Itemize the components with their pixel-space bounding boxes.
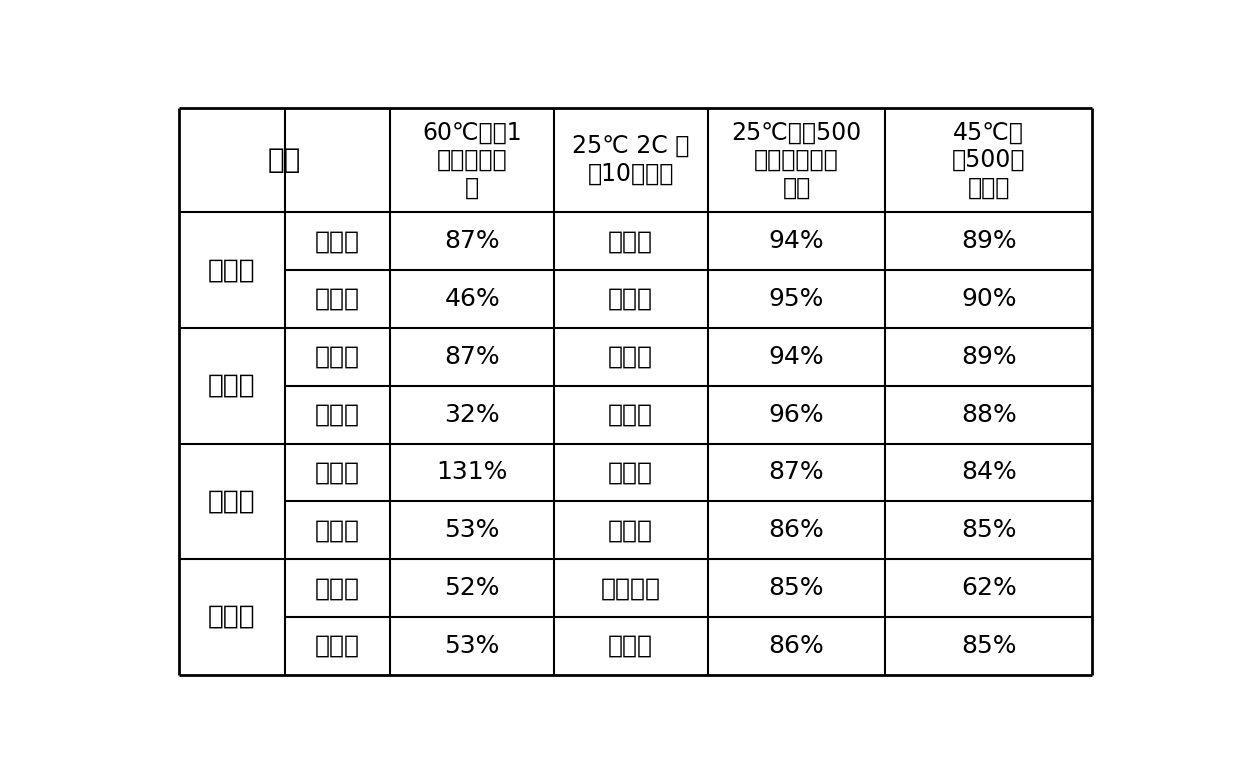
Text: 45℃循
环500圈
放电容: 45℃循 环500圈 放电容: [952, 120, 1025, 200]
Text: 空白组: 空白组: [315, 460, 360, 484]
Text: 86%: 86%: [769, 518, 825, 542]
Text: 实例三: 实例三: [208, 488, 255, 515]
Text: 实例四: 实例四: [208, 604, 255, 630]
Text: 89%: 89%: [961, 345, 1017, 369]
Text: 46%: 46%: [444, 287, 500, 311]
Text: 实验组: 实验组: [315, 403, 360, 427]
Text: 89%: 89%: [961, 229, 1017, 253]
Text: 87%: 87%: [769, 460, 825, 484]
Text: 25℃循环500
圈放电容量保
持率: 25℃循环500 圈放电容量保 持率: [732, 120, 862, 200]
Text: 84%: 84%: [961, 460, 1017, 484]
Text: 空白组: 空白组: [315, 576, 360, 600]
Text: 25℃ 2C 循
环10圈析锂: 25℃ 2C 循 环10圈析锂: [572, 134, 689, 186]
Text: 96%: 96%: [769, 403, 825, 427]
Text: 不析锂: 不析锂: [608, 460, 653, 484]
Text: 空白组: 空白组: [315, 345, 360, 369]
Text: 不析锂: 不析锂: [608, 634, 653, 658]
Text: 95%: 95%: [769, 287, 825, 311]
Text: 实例: 实例: [268, 146, 301, 174]
Text: 不析锂: 不析锂: [608, 287, 653, 311]
Text: 不析锂: 不析锂: [608, 403, 653, 427]
Text: 53%: 53%: [444, 518, 500, 542]
Text: 87%: 87%: [444, 229, 500, 253]
Text: 87%: 87%: [444, 345, 500, 369]
Text: 不析锂: 不析锂: [608, 518, 653, 542]
Text: 不析锂: 不析锂: [608, 229, 653, 253]
Text: 62%: 62%: [961, 576, 1017, 600]
Text: 52%: 52%: [444, 576, 500, 600]
Text: 94%: 94%: [769, 229, 825, 253]
Text: 85%: 85%: [961, 518, 1017, 542]
Text: 85%: 85%: [769, 576, 825, 600]
Text: 实验组: 实验组: [315, 287, 360, 311]
Text: 94%: 94%: [769, 345, 825, 369]
Text: 空白组: 空白组: [315, 229, 360, 253]
Text: 90%: 90%: [961, 287, 1017, 311]
Text: 88%: 88%: [961, 403, 1017, 427]
Text: 实验组: 实验组: [315, 634, 360, 658]
Text: 32%: 32%: [444, 403, 500, 427]
Text: 实验组: 实验组: [315, 518, 360, 542]
Text: 严重析锂: 严重析锂: [600, 576, 661, 600]
Text: 实例二: 实例二: [208, 373, 255, 399]
Text: 不析锂: 不析锂: [608, 345, 653, 369]
Text: 85%: 85%: [961, 634, 1017, 658]
Text: 60℃存储1
年体积膨胀
率: 60℃存储1 年体积膨胀 率: [423, 120, 522, 200]
Text: 131%: 131%: [436, 460, 508, 484]
Text: 53%: 53%: [444, 634, 500, 658]
Text: 86%: 86%: [769, 634, 825, 658]
Text: 实例一: 实例一: [208, 257, 255, 283]
